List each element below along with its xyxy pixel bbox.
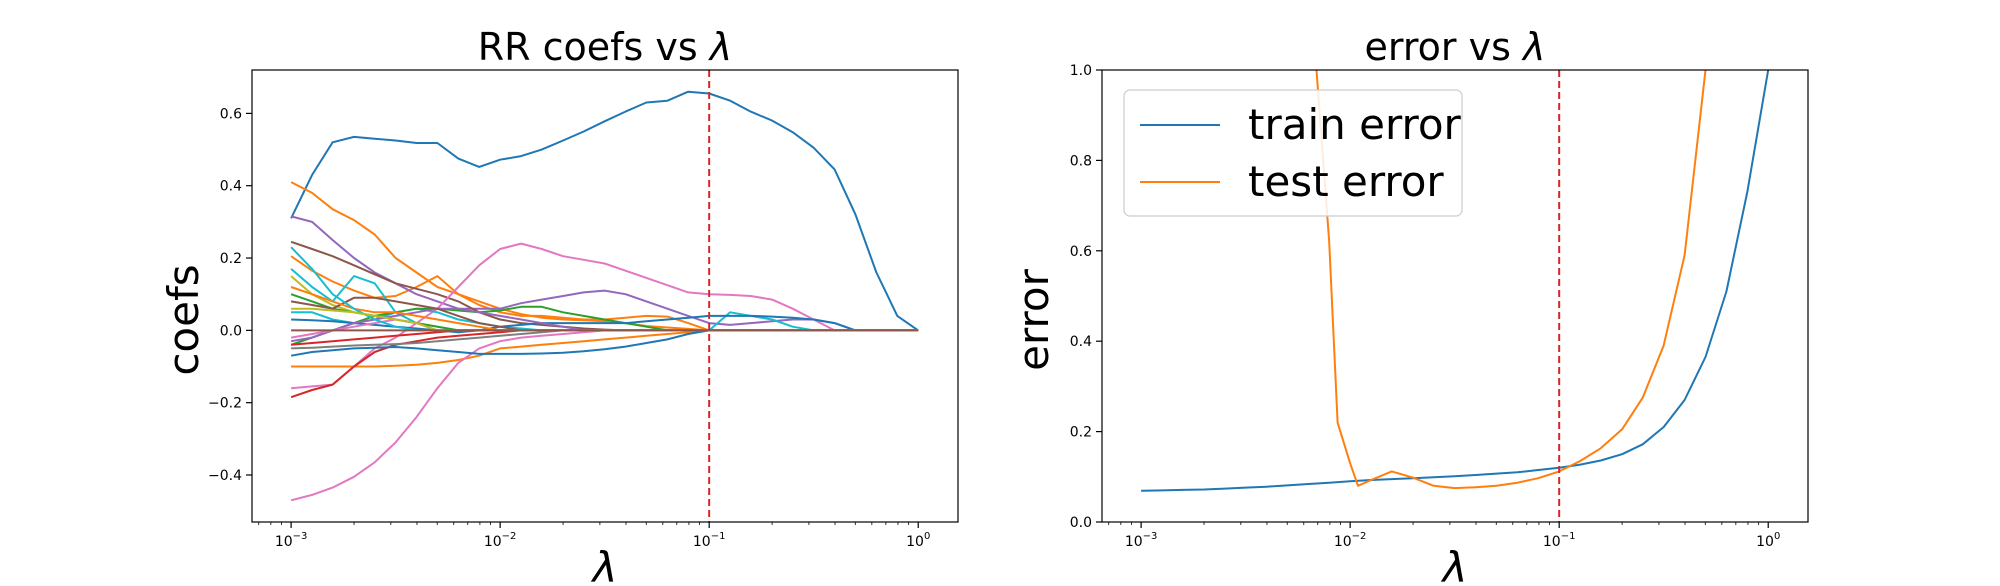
coefs-x-tick-label-2: 10−1 (693, 531, 726, 550)
coefs-y-tick-label-1: −0.2 (208, 396, 242, 412)
coefs-chart-title-lambda: λ (708, 25, 733, 69)
coefs-x-tick-label-0: 10−3 (275, 531, 308, 550)
error-y-tick-label-1: 0.2 (1070, 425, 1092, 441)
coefs-chart: RR coefs vs λ coefs λ −0.4 −0.2 0.0 0.2 0.4 0… (159, 25, 959, 586)
error-series-line-1 (1315, 70, 1707, 490)
coefs-y-tick-label-4: 0.4 (220, 179, 242, 195)
error-chart-title-text: error vs (1365, 25, 1523, 69)
coefs-x-tick-label-1: 10−2 (484, 531, 517, 550)
error-plot-area: 0.0 0.2 0.4 0.6 0.8 1.0 10−3 10−2 10−1 100 (1070, 63, 1809, 550)
error-y-tick-label-4: 0.8 (1070, 153, 1092, 169)
error-axes-frame (1101, 69, 1809, 523)
error-x-tick-label-1: 10−2 (1334, 531, 1367, 550)
error-y-tick-label-3: 0.6 (1070, 244, 1092, 260)
coefs-axes-frame (251, 69, 959, 523)
error-series-line-0 (1141, 70, 1770, 492)
coefs-x-axis-label: λ (591, 543, 618, 586)
error-series-group (1141, 70, 1770, 492)
coefs-y-tick-label-5: 0.6 (220, 106, 242, 122)
coefs-y-axis-label: coefs (159, 264, 208, 375)
coefs-plot-area: −0.4 −0.2 0.0 0.2 0.4 0.6 10−3 10−2 10−1 100 (208, 69, 959, 550)
coefs-y-tick-label-2: 0.0 (220, 323, 242, 339)
error-chart: error vs λ error λ 0.0 0.2 0.4 0.6 0.8 1.0 10−… (1009, 25, 1809, 586)
legend-box (1123, 89, 1463, 217)
coefs-series-line-0 (290, 90, 919, 332)
coefs-chart-title: RR coefs vs λ (478, 25, 733, 69)
error-x-tick-label-0: 10−3 (1125, 531, 1158, 550)
error-y-tick-label-5: 1.0 (1070, 63, 1092, 79)
coefs-series-group (290, 90, 919, 502)
legend: train error test error (1123, 89, 1463, 217)
error-chart-title: error vs λ (1365, 25, 1546, 69)
coefs-y-tick-label-3: 0.2 (220, 251, 242, 267)
error-chart-title-lambda: λ (1521, 25, 1546, 69)
coefs-x-tick-label-3: 100 (906, 531, 930, 550)
error-x-axis-label: λ (1441, 543, 1468, 586)
error-x-tick-label-3: 100 (1756, 531, 1780, 550)
error-y-axis-label: error (1009, 268, 1058, 370)
error-x-tick-label-2: 10−1 (1543, 531, 1576, 550)
error-y-tick-label-2: 0.4 (1070, 334, 1092, 350)
coefs-y-tick-label-0: −0.4 (208, 468, 242, 484)
error-y-tick-label-0: 0.0 (1070, 515, 1092, 531)
legend-label-1: test error (1248, 157, 1444, 206)
coefs-chart-title-text: RR coefs vs (478, 25, 710, 69)
legend-label-0: train error (1248, 100, 1462, 149)
